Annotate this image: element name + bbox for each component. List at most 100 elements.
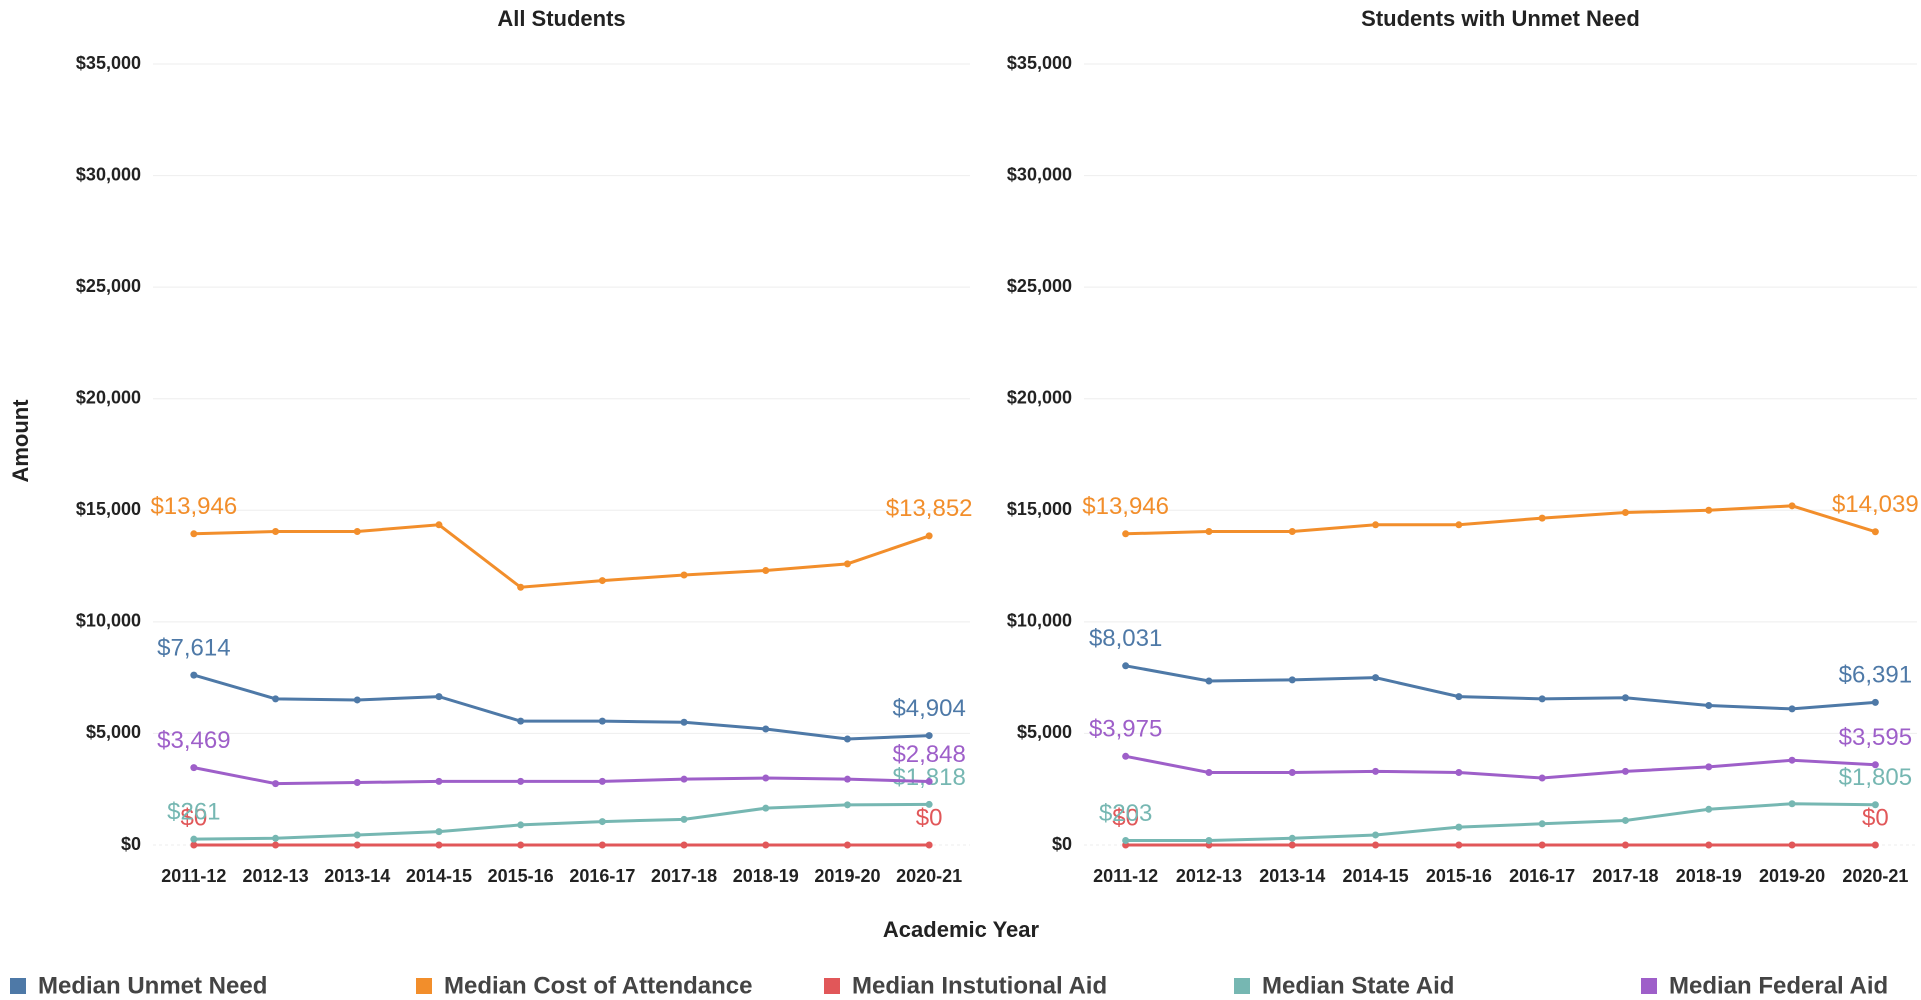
y-tick-label: $25,000 <box>1007 276 1072 296</box>
x-tick-label: 2015-16 <box>488 866 554 886</box>
data-point <box>598 818 606 826</box>
data-label: $203 <box>1099 800 1152 827</box>
x-tick-label: 2017-18 <box>1592 866 1658 886</box>
data-point <box>272 841 280 849</box>
data-point <box>1205 768 1213 776</box>
data-point <box>1122 836 1130 844</box>
data-point <box>1621 694 1629 702</box>
x-tick-label: 2011-12 <box>161 866 226 886</box>
data-point <box>843 560 851 568</box>
x-tick-label: 2016-17 <box>569 866 635 886</box>
data-label: $13,946 <box>1082 493 1169 520</box>
data-point <box>435 841 443 849</box>
x-tick-label: 2017-18 <box>651 866 717 886</box>
data-point <box>272 834 280 842</box>
legend-label: Median Unmet Need <box>38 972 267 999</box>
x-tick-label: 2014-15 <box>406 866 472 886</box>
data-point <box>598 841 606 849</box>
data-point <box>1372 521 1380 529</box>
data-point <box>1621 841 1629 849</box>
data-label: $261 <box>167 799 220 826</box>
data-point <box>843 735 851 743</box>
data-point <box>925 732 933 740</box>
data-label: $0 <box>1862 804 1889 831</box>
data-point <box>272 695 280 703</box>
data-label: $6,391 <box>1839 662 1912 689</box>
x-tick-label: 2012-13 <box>243 866 309 886</box>
y-tick-label: $0 <box>121 834 141 854</box>
data-point <box>1871 528 1879 536</box>
series-line <box>1125 504 1876 536</box>
data-point <box>1788 841 1796 849</box>
series-line <box>1125 802 1876 843</box>
data-point <box>680 815 688 823</box>
data-point <box>1621 816 1629 824</box>
data-point <box>598 717 606 725</box>
data-point <box>680 571 688 579</box>
data-point <box>1122 530 1130 538</box>
data-point <box>190 835 198 843</box>
y-tick-label: $35,000 <box>76 53 141 73</box>
data-point <box>1288 676 1296 684</box>
data-point <box>1788 756 1796 764</box>
data-point <box>1538 774 1546 782</box>
data-point <box>1455 823 1463 831</box>
data-point <box>1455 693 1463 701</box>
y-tick-label: $25,000 <box>76 276 141 296</box>
data-label: $7,614 <box>157 634 230 661</box>
x-tick-label: 2012-13 <box>1176 866 1242 886</box>
x-tick-label: 2016-17 <box>1509 866 1575 886</box>
data-label: $0 <box>916 804 943 831</box>
legend-label: Median State Aid <box>1262 972 1454 999</box>
x-tick-label: 2019-20 <box>814 866 880 886</box>
data-point <box>680 841 688 849</box>
legend-label: Median Cost of Attendance <box>444 972 752 999</box>
data-point <box>1871 841 1879 849</box>
data-point <box>1122 662 1130 670</box>
x-tick-label: 2011-12 <box>1093 866 1158 886</box>
data-point <box>762 725 770 733</box>
data-point <box>190 764 198 772</box>
data-point <box>925 532 933 540</box>
data-point <box>1372 674 1380 682</box>
data-point <box>1871 761 1879 769</box>
data-label: $2,848 <box>892 741 965 768</box>
data-label: $13,852 <box>886 495 973 522</box>
data-label: $1,818 <box>892 764 965 791</box>
data-point <box>1122 752 1130 760</box>
y-tick-label: $10,000 <box>1007 611 1072 631</box>
data-point <box>1288 527 1296 535</box>
data-point <box>762 774 770 782</box>
data-point <box>1705 702 1713 710</box>
series-line <box>193 802 930 841</box>
data-label: $3,469 <box>157 727 230 754</box>
series-line <box>193 673 930 741</box>
data-point <box>598 577 606 585</box>
data-point <box>1455 841 1463 849</box>
legend-swatch <box>416 978 432 994</box>
x-tick-label: 2020-21 <box>896 866 962 886</box>
x-tick-label: 2018-19 <box>733 866 799 886</box>
data-label: $4,904 <box>892 695 965 722</box>
x-tick-label: 2014-15 <box>1343 866 1409 886</box>
data-point <box>517 583 525 591</box>
data-point <box>353 841 361 849</box>
y-tick-label: $15,000 <box>1007 499 1072 519</box>
data-point <box>1538 695 1546 703</box>
y-tick-label: $10,000 <box>76 611 141 631</box>
x-axis-label: Academic Year <box>883 917 1040 942</box>
data-point <box>1871 698 1879 706</box>
data-point <box>1538 820 1546 828</box>
data-point <box>517 777 525 785</box>
data-label: $14,039 <box>1832 491 1919 518</box>
data-point <box>1538 841 1546 849</box>
data-label: $1,805 <box>1839 764 1912 791</box>
series-line <box>1125 754 1876 780</box>
data-point <box>435 777 443 785</box>
data-point <box>517 821 525 829</box>
data-point <box>1205 837 1213 845</box>
legend-label: Median Federal Aid <box>1669 972 1888 999</box>
chart-title: All Students <box>497 6 625 31</box>
data-point <box>1288 834 1296 842</box>
